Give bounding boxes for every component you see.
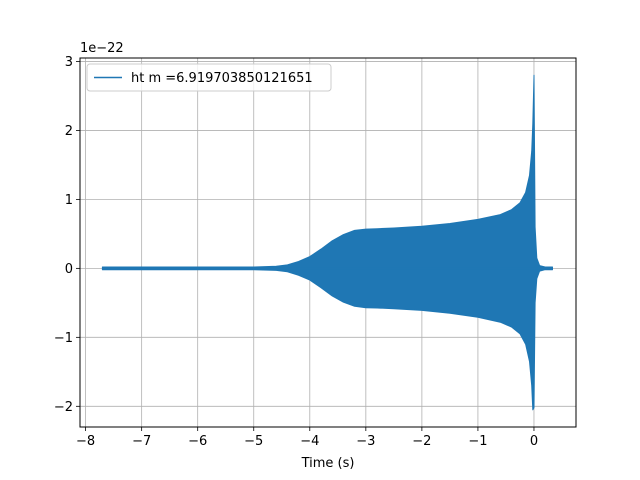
- legend-entry: ht m =6.919703850121651: [131, 71, 313, 86]
- y-tick-label: 1: [65, 193, 73, 208]
- y-tick-label: −1: [54, 331, 73, 346]
- x-axis: −8 −7 −6 −5 −4 −3 −2 −1 0: [76, 427, 538, 449]
- x-tick-label: −4: [300, 434, 319, 449]
- series-envelope: [101, 74, 553, 411]
- x-axis-label: Time (s): [301, 456, 355, 471]
- legend: ht m =6.919703850121651: [86, 63, 332, 92]
- y-axis: −2 −1 0 1 2 3: [54, 55, 80, 415]
- x-tick-label: −2: [412, 434, 431, 449]
- legend-box: [86, 63, 332, 92]
- series-layer: [101, 74, 553, 411]
- y-tick-label: 0: [65, 262, 73, 277]
- x-tick-label: −6: [188, 434, 207, 449]
- y-tick-label: 3: [65, 55, 73, 70]
- y-tick-label: 2: [65, 124, 73, 139]
- y-tick-label: −2: [54, 400, 73, 415]
- x-tick-label: −8: [76, 434, 95, 449]
- x-tick-label: −3: [356, 434, 375, 449]
- axes-frame: [79, 57, 577, 428]
- x-tick-label: −5: [244, 434, 263, 449]
- x-tick-label: −7: [132, 434, 151, 449]
- y-offset-label: 1e−22: [80, 41, 124, 56]
- x-tick-label: −1: [468, 434, 487, 449]
- x-tick-label: 0: [530, 434, 538, 449]
